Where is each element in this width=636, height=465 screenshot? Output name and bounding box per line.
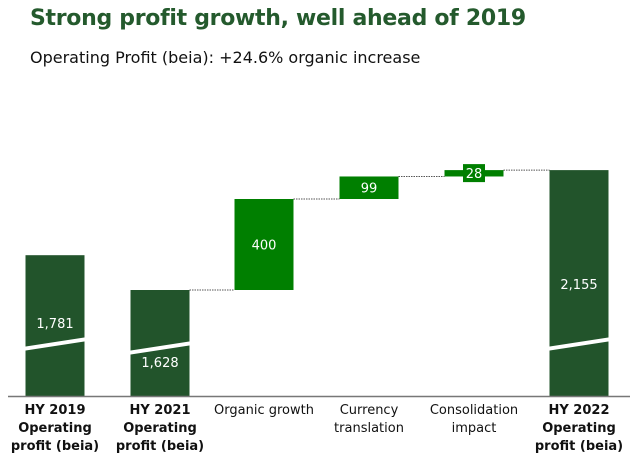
data-label: 2,155 (560, 278, 597, 293)
bar-0 (25, 255, 85, 396)
data-label: 99 (361, 182, 378, 197)
category-label: Consolidation impact (429, 403, 519, 436)
page-subtitle: Operating Profit (beia): +24.6% organic … (30, 48, 421, 67)
bar-3 (339, 176, 399, 199)
data-label: 400 (252, 239, 277, 254)
category-label: Currency translation (334, 403, 404, 436)
category-label: HY 2021 Operating profit (beia) (115, 403, 205, 454)
bar-5 (549, 170, 609, 396)
axis-break-mark (22, 337, 88, 351)
category-label: HY 2019 Operating profit (beia) (10, 403, 100, 454)
axis-break-mark (127, 341, 193, 355)
data-label: 1,628 (141, 356, 178, 371)
category-label: Organic growth (214, 403, 314, 418)
category-label: HY 2022 Operating profit (beia) (534, 403, 624, 454)
axis-break-mark (546, 337, 612, 351)
data-label: 1,781 (36, 317, 73, 332)
page-title: Strong profit growth, well ahead of 2019 (30, 6, 526, 31)
data-label: 28 (466, 167, 483, 182)
bar-2 (234, 199, 294, 290)
data-label-box (463, 164, 485, 183)
